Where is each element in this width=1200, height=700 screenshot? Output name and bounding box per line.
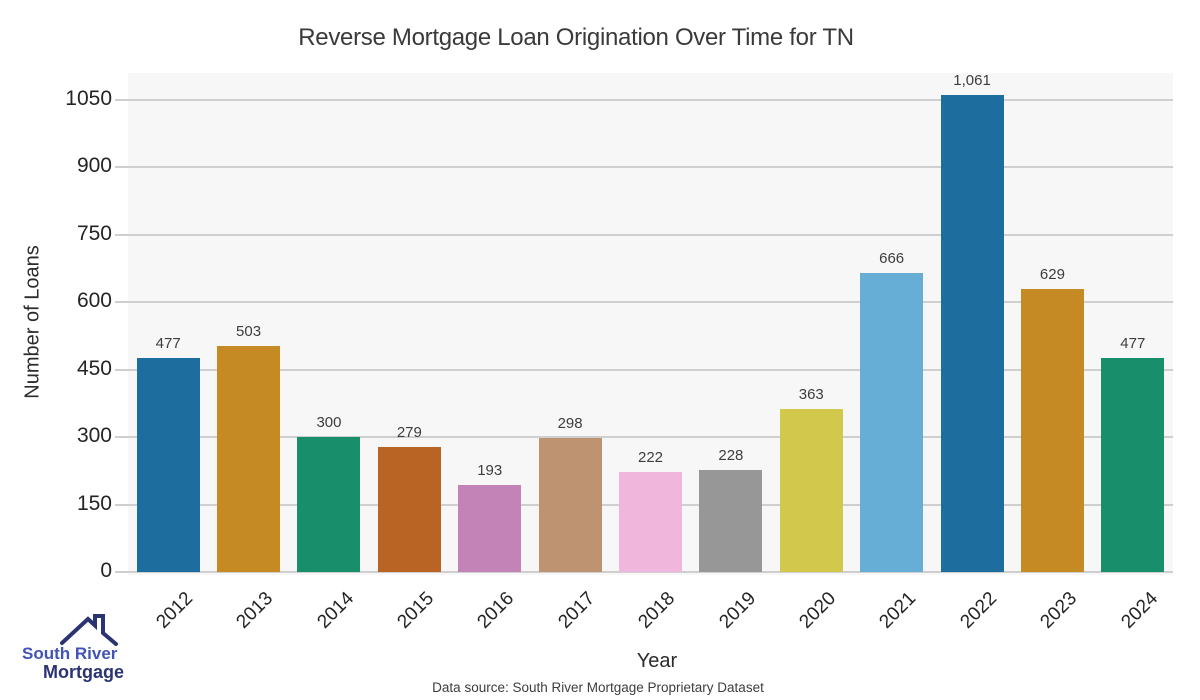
value-label-2018: 222	[637, 449, 664, 466]
logo-text-line2: Mortgage	[43, 662, 124, 682]
x-tick-label-2023: 2023	[1036, 588, 1082, 633]
data-source-note: Data source: South River Mortgage Propri…	[432, 680, 764, 695]
x-tick-label-2015: 2015	[393, 588, 439, 633]
plot-area	[115, 73, 1173, 575]
bar-2016	[458, 485, 522, 572]
y-tick-label-450: 450	[76, 356, 112, 380]
bar-2015	[377, 447, 441, 572]
x-tick-label-2022: 2022	[956, 588, 1001, 633]
value-label-2019: 228	[718, 447, 744, 464]
logo-text-line1: South River	[22, 644, 118, 663]
y-tick-label-0: 0	[100, 559, 112, 582]
gridline-y-900	[115, 166, 1173, 169]
gridline-y-450	[115, 368, 1173, 371]
value-label-2014: 300	[316, 414, 342, 431]
x-tick-label-2013: 2013	[232, 588, 278, 633]
bar-2014	[297, 437, 361, 572]
x-tick-label-2017: 2017	[554, 588, 599, 633]
y-tick-label-900: 900	[76, 154, 112, 178]
value-label-2015: 279	[396, 424, 422, 441]
chart-title: Reverse Mortgage Loan Origination Over T…	[298, 24, 854, 51]
bar-2020	[779, 409, 843, 572]
gridline-y-750	[115, 233, 1173, 236]
logo-house-roof-icon	[60, 614, 118, 646]
y-tick-label-150: 150	[76, 491, 112, 515]
x-tick-label-2012: 2012	[152, 588, 198, 633]
x-tick-label-2019: 2019	[714, 588, 760, 633]
x-tick-label-2024: 2024	[1116, 588, 1162, 633]
x-tick-label-2020: 2020	[795, 588, 841, 633]
bar-2021	[860, 273, 924, 572]
value-label-2023: 629	[1039, 266, 1065, 283]
bar-2017	[538, 438, 602, 572]
value-label-2024: 477	[1120, 335, 1146, 352]
gridline-y-0	[115, 571, 1173, 573]
bar-2024	[1101, 358, 1165, 572]
bar-2013	[217, 346, 281, 572]
value-label-2016: 193	[477, 462, 503, 479]
x-tick-label-2018: 2018	[634, 588, 680, 633]
gridline-y-1050	[115, 98, 1173, 101]
bar-2022	[940, 95, 1004, 572]
value-label-2012: 477	[155, 335, 181, 352]
bar-2023	[1020, 289, 1084, 572]
x-tick-label-2014: 2014	[313, 588, 358, 633]
value-label-2013: 503	[236, 323, 262, 340]
bar-2018	[619, 472, 682, 572]
y-tick-label-600: 600	[76, 289, 112, 313]
x-tick-label-2016: 2016	[473, 588, 519, 633]
logo: South River Mortgage	[18, 610, 136, 688]
bar-2019	[699, 470, 763, 572]
bar-2012	[136, 358, 200, 572]
gridline-y-600	[115, 301, 1173, 304]
gridline-y-300	[115, 436, 1173, 439]
value-label-2020: 363	[798, 386, 824, 403]
y-tick-label-750: 750	[76, 221, 112, 245]
x-tick-label-2021: 2021	[875, 588, 921, 633]
x-axis-title: Year	[636, 650, 678, 672]
y-tick-label-300: 300	[76, 424, 112, 448]
value-label-2017: 298	[557, 415, 583, 432]
y-tick-label-1050: 1050	[65, 86, 112, 110]
value-label-2022: 1,061	[953, 72, 991, 89]
value-label-2021: 666	[879, 250, 905, 267]
